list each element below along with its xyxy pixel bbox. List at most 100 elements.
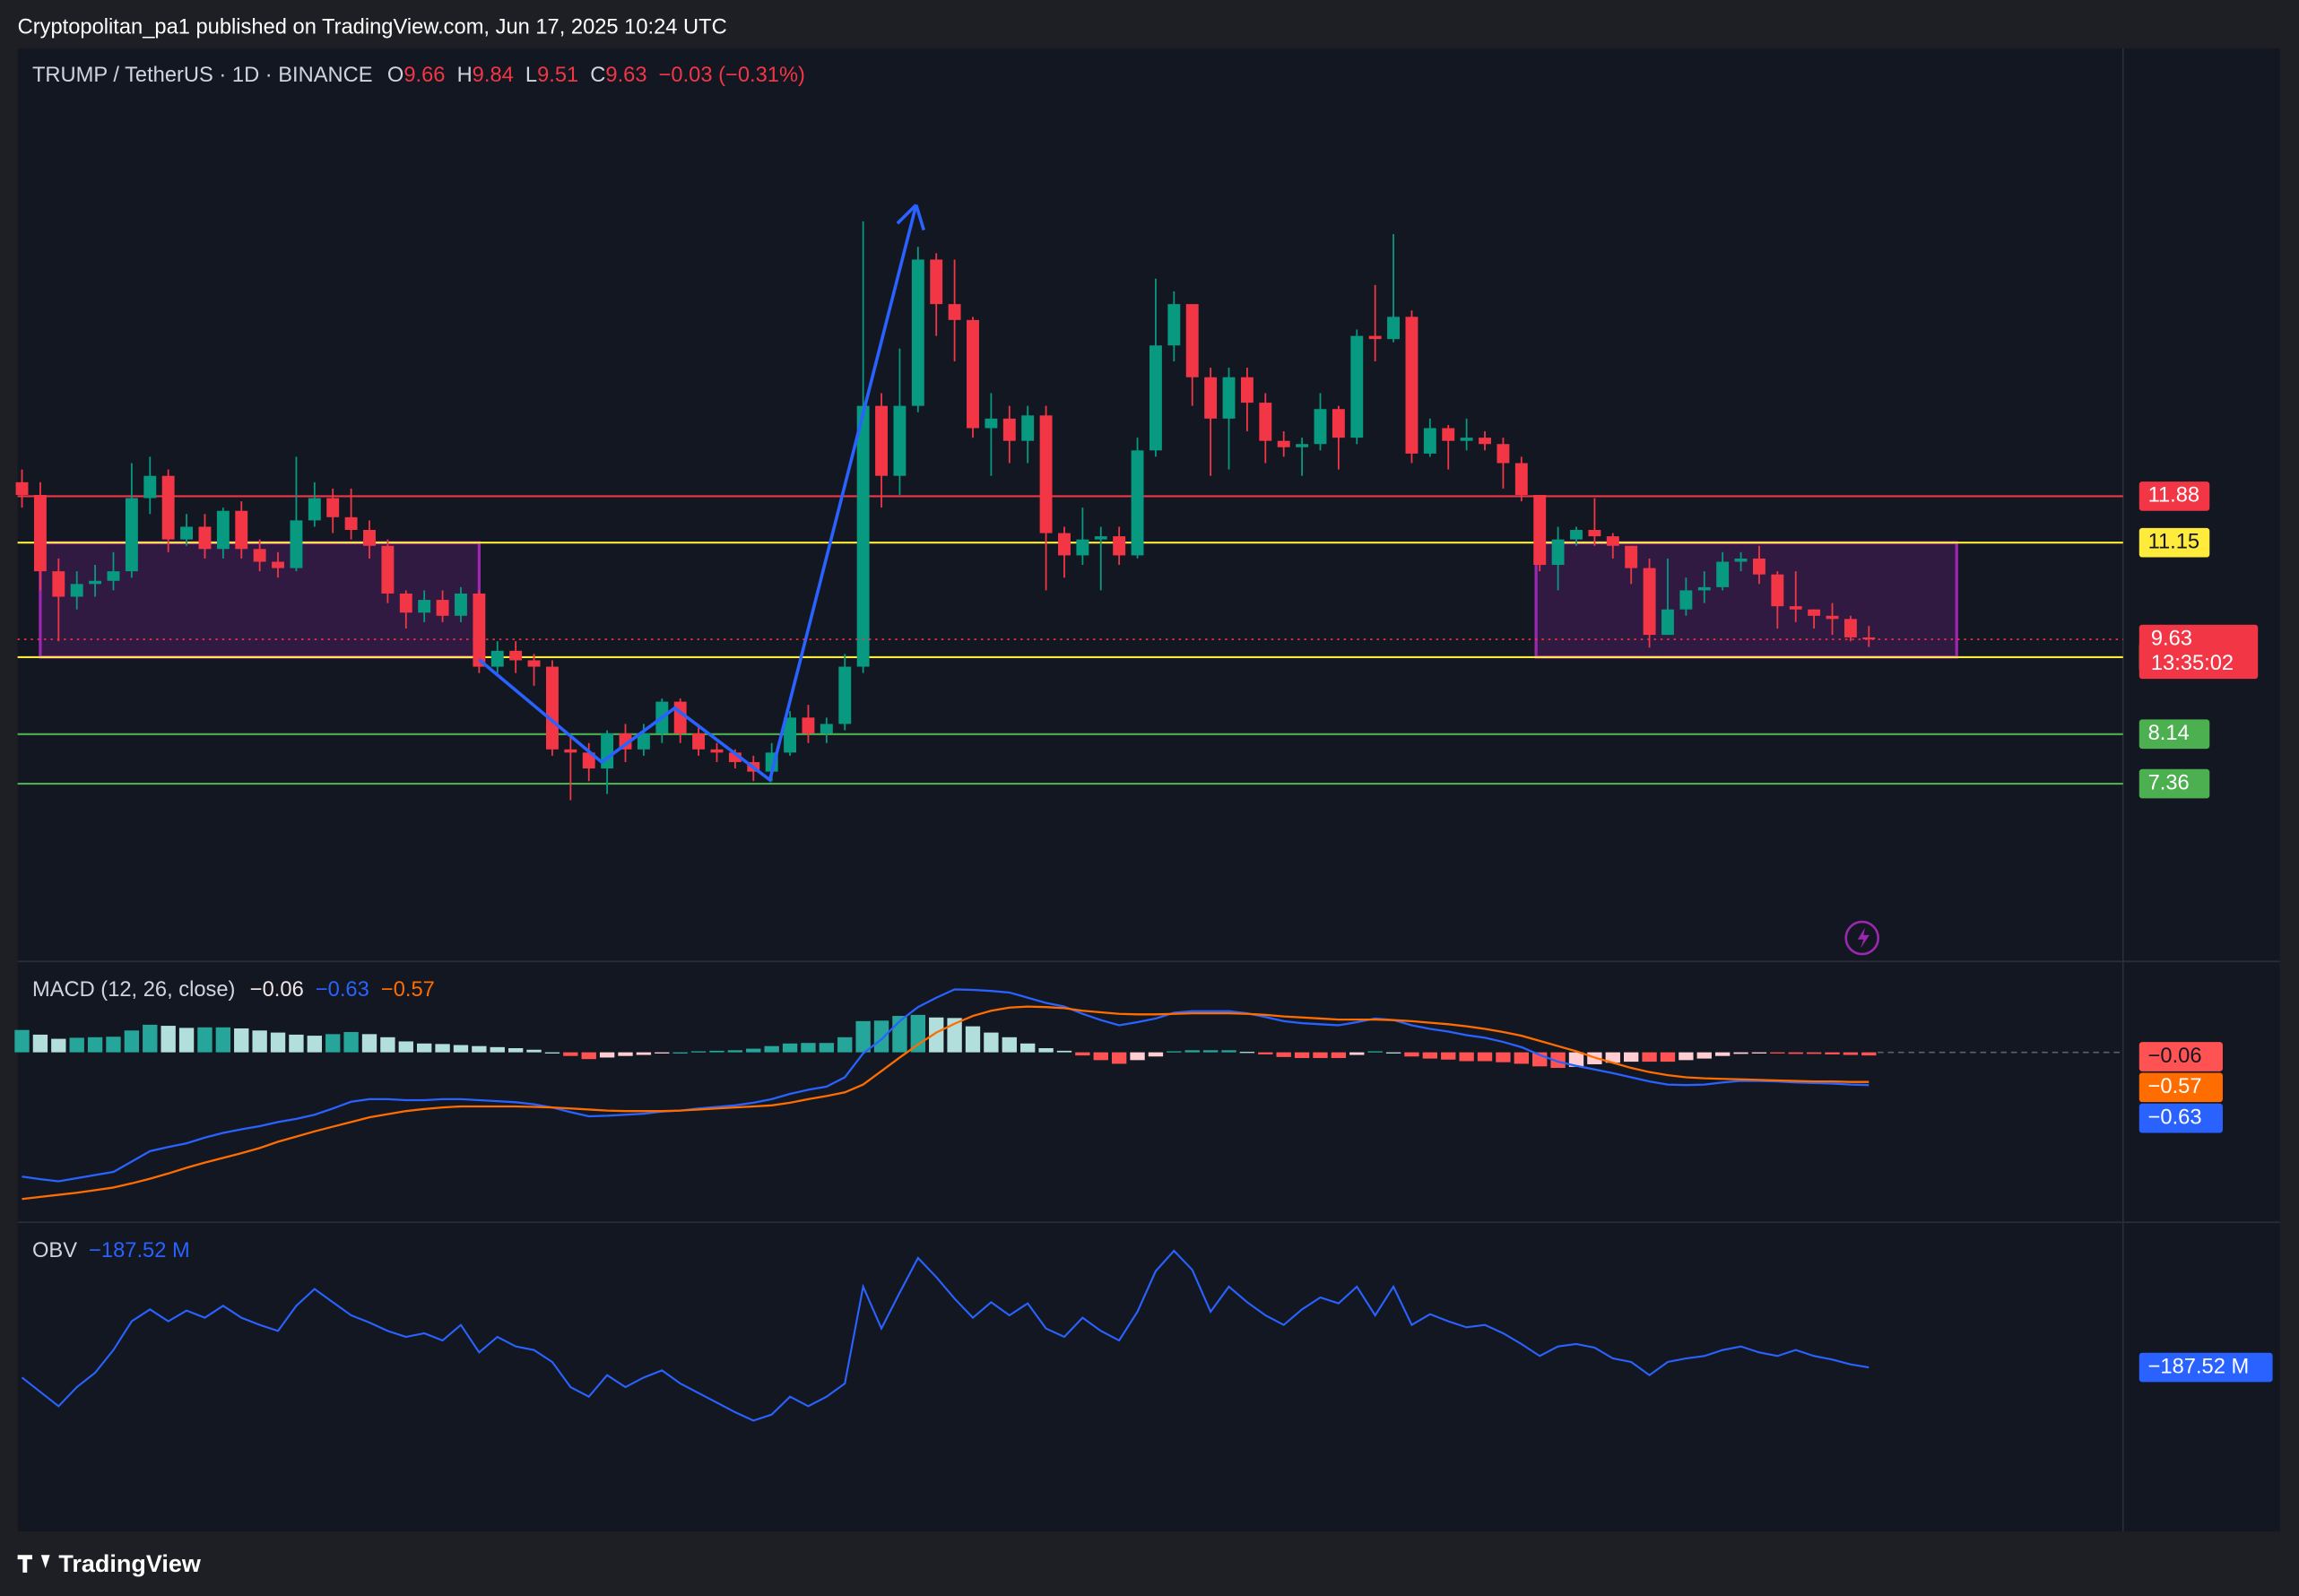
symbol: TRUMP / TetherUS · 1D · BINANCE — [32, 64, 373, 87]
alert-bolt — [1857, 927, 1870, 949]
macd-hist-bar — [1514, 1052, 1529, 1064]
candle-body — [911, 259, 924, 406]
level-label: 8.14 — [2148, 722, 2190, 745]
ohlc-value: 9.66 — [403, 64, 445, 87]
candle-body — [15, 481, 29, 495]
ohlc-key: L — [525, 64, 537, 87]
plot-layer — [14, 204, 2123, 1422]
macd-hist-bar — [1167, 1051, 1182, 1053]
candle-body — [1460, 438, 1473, 441]
candle-body — [728, 752, 742, 762]
macd-hist-bar — [307, 1036, 322, 1053]
obv-value-label-bg — [2139, 1352, 2273, 1383]
candle-body — [564, 749, 577, 753]
macd-hist-bar — [51, 1038, 66, 1053]
candle-body — [1277, 440, 1290, 447]
macd-hist-bar — [1679, 1052, 1694, 1061]
macd-hist-value: −0.06 — [250, 978, 304, 1002]
macd-hist-bar — [544, 1052, 560, 1054]
macd-hist-bar — [1441, 1052, 1456, 1060]
macd-hist-bar — [252, 1030, 267, 1053]
candle-body — [1185, 304, 1199, 377]
macd-legend: MACD (12, 26, close) −0.06 −0.63 −0.57 — [32, 978, 435, 1002]
macd-hist-bar — [599, 1052, 615, 1058]
level-label: 11.88 — [2148, 484, 2200, 507]
candle-body — [948, 304, 961, 320]
candle-body — [1204, 377, 1218, 419]
level-label-bg — [2139, 719, 2210, 750]
macd-value-label: −0.57 — [2148, 1075, 2202, 1098]
macd-hist-bar — [197, 1027, 213, 1053]
macd-hist-bar — [1075, 1052, 1090, 1056]
macd-hist-bar — [325, 1034, 341, 1053]
candle-body — [1021, 415, 1035, 441]
macd-hist-bar — [417, 1043, 432, 1053]
macd-value-label-bg — [2139, 1103, 2223, 1133]
macd-hist-bar — [746, 1048, 761, 1053]
macd-value-label: −0.63 — [2148, 1106, 2202, 1129]
candle-body — [1862, 637, 1876, 640]
macd-hist-bar — [1660, 1052, 1676, 1063]
macd-hist-bar — [1093, 1052, 1108, 1061]
macd-hist-bar — [1313, 1052, 1328, 1059]
macd-hist-bar — [69, 1037, 84, 1053]
macd-hist-bar — [1751, 1052, 1767, 1054]
candle-body — [70, 584, 83, 597]
candle-body — [1588, 530, 1601, 537]
candle-body — [838, 666, 852, 724]
macd-hist-bar — [965, 1026, 981, 1053]
candle-body — [198, 526, 212, 550]
candle-body — [363, 530, 376, 546]
candle-body — [52, 571, 65, 597]
candle-body — [1131, 450, 1144, 556]
macd-hist-bar — [1056, 1050, 1072, 1053]
level-label: 11.15 — [2148, 530, 2200, 553]
candle-body — [253, 549, 266, 562]
level-label-bg — [2139, 527, 2210, 558]
macd-hist-bar — [1349, 1052, 1365, 1055]
macd-hist-bar — [435, 1044, 450, 1053]
candle-body — [1332, 409, 1345, 438]
macd-hist-bar — [929, 1017, 944, 1053]
macd-hist-bar — [490, 1046, 505, 1053]
macd-value-label: −0.06 — [2148, 1045, 2202, 1068]
candle-body — [692, 733, 706, 750]
candle-body — [1771, 574, 1784, 607]
macd-hist-bar — [472, 1045, 487, 1053]
candle-body — [1387, 317, 1401, 340]
macd-hist-bar — [636, 1052, 652, 1055]
obv-title: OBV — [32, 1239, 77, 1262]
macd-hist-bar — [672, 1052, 688, 1054]
countdown-label: 13:35:02 — [2151, 652, 2234, 675]
candle-body — [784, 717, 797, 753]
candle-body — [1826, 615, 1839, 620]
macd-hist-bar — [1331, 1052, 1347, 1059]
macd-hist-bar — [1550, 1052, 1566, 1069]
ohlc-key: H — [457, 64, 473, 87]
candle-body — [216, 510, 230, 550]
candle-body — [290, 520, 303, 568]
level-label-bg — [2139, 768, 2210, 799]
candle-body — [1533, 494, 1547, 566]
candle-body — [545, 666, 559, 750]
macd-hist-bar — [1825, 1052, 1840, 1054]
macd-hist-bar — [32, 1034, 48, 1053]
candle-body — [582, 752, 595, 769]
candle-body — [399, 593, 412, 613]
macd-hist-bar — [690, 1051, 707, 1053]
macd-hist-bar — [709, 1050, 724, 1053]
macd-hist-bar — [1770, 1052, 1785, 1054]
candle-body — [1149, 345, 1162, 451]
macd-hist-bar — [1130, 1052, 1145, 1061]
candle-body — [1752, 558, 1765, 575]
macd-hist-bar — [1258, 1052, 1273, 1054]
candle-body — [1314, 409, 1327, 445]
candle-body — [436, 600, 449, 616]
macd-line — [22, 1005, 1870, 1201]
macd-hist-bar — [1459, 1052, 1474, 1062]
candle-body — [527, 660, 541, 667]
macd-hist-bar — [655, 1052, 670, 1054]
candle-body — [473, 593, 486, 667]
macd-hist-bar — [343, 1032, 359, 1053]
